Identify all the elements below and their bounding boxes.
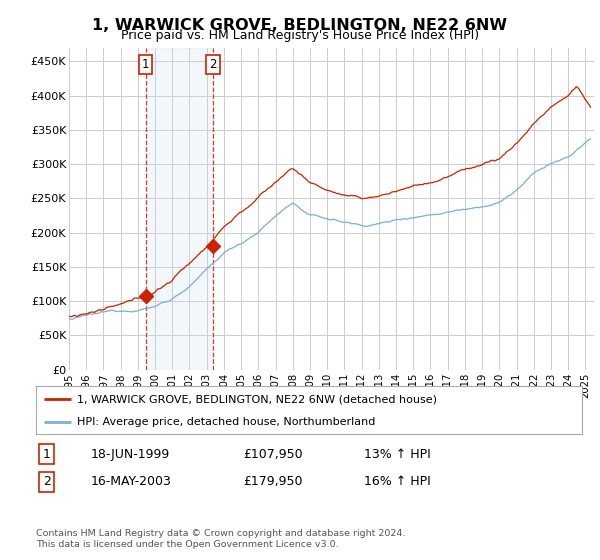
Text: 2: 2	[43, 475, 51, 488]
Text: 1, WARWICK GROVE, BEDLINGTON, NE22 6NW: 1, WARWICK GROVE, BEDLINGTON, NE22 6NW	[92, 18, 508, 33]
Text: 2: 2	[209, 58, 217, 71]
Text: 16% ↑ HPI: 16% ↑ HPI	[364, 475, 430, 488]
Text: £179,950: £179,950	[244, 475, 303, 488]
Text: £107,950: £107,950	[244, 447, 303, 461]
Text: Price paid vs. HM Land Registry's House Price Index (HPI): Price paid vs. HM Land Registry's House …	[121, 29, 479, 42]
Text: HPI: Average price, detached house, Northumberland: HPI: Average price, detached house, Nort…	[77, 417, 376, 427]
Text: Contains HM Land Registry data © Crown copyright and database right 2024.
This d: Contains HM Land Registry data © Crown c…	[36, 529, 406, 549]
Text: 13% ↑ HPI: 13% ↑ HPI	[364, 447, 430, 461]
Text: 16-MAY-2003: 16-MAY-2003	[91, 475, 172, 488]
Text: 1: 1	[142, 58, 149, 71]
Bar	[146, 48, 213, 370]
Text: 1: 1	[43, 447, 51, 461]
Text: 18-JUN-1999: 18-JUN-1999	[91, 447, 170, 461]
Text: 1, WARWICK GROVE, BEDLINGTON, NE22 6NW (detached house): 1, WARWICK GROVE, BEDLINGTON, NE22 6NW (…	[77, 394, 437, 404]
